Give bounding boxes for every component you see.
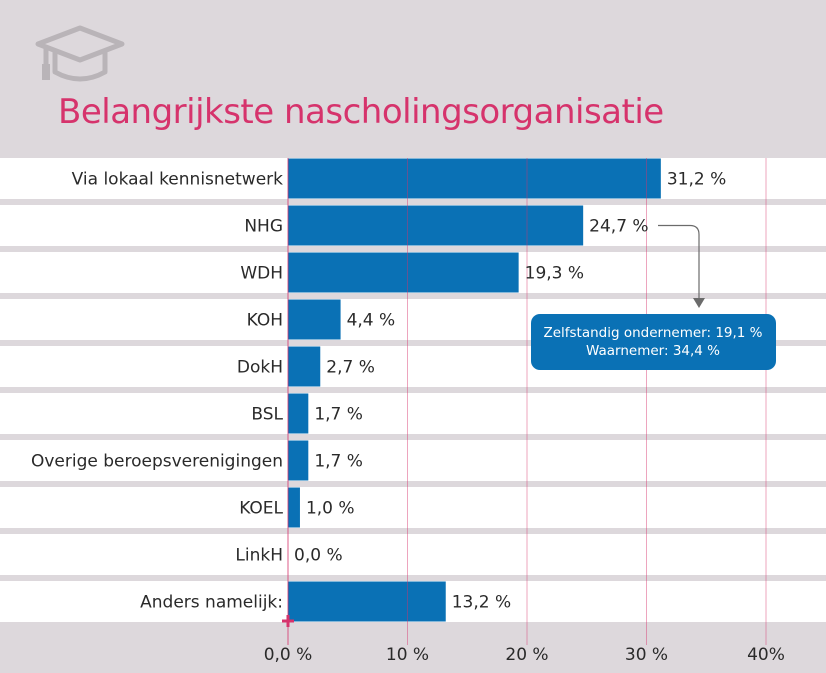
category-label: NHG	[244, 217, 283, 237]
value-label: 2,7 %	[326, 358, 375, 378]
category-label: KOH	[247, 311, 283, 331]
chart-title: Belangrijkste nascholingsorganisatie	[58, 92, 664, 132]
graduation-cap-icon	[35, 25, 125, 82]
value-label: 13,2 %	[452, 593, 511, 613]
bar	[288, 487, 300, 528]
value-label: 1,7 %	[314, 452, 363, 472]
x-tick-label: 10 %	[386, 645, 429, 665]
x-tick-label: 20 %	[505, 645, 548, 665]
bar	[288, 346, 321, 387]
value-label: 4,4 %	[347, 311, 396, 331]
bar	[288, 252, 519, 293]
category-label: Anders namelijk:	[140, 593, 283, 613]
bar	[288, 299, 341, 340]
origin-marker	[282, 615, 294, 627]
bar	[288, 393, 309, 434]
category-label: Via lokaal kennisnetwerk	[72, 170, 284, 190]
bar	[288, 440, 309, 481]
category-label: Overige beroepsverenigingen	[31, 452, 283, 472]
callout-connector	[658, 224, 700, 305]
value-label: 19,3 %	[525, 264, 584, 284]
value-label: 1,0 %	[306, 499, 355, 519]
callout-arrow	[693, 298, 705, 308]
row-band	[0, 393, 826, 434]
callout-text: Zelfstandig ondernemer: 19,1 %	[543, 325, 762, 341]
value-label: 0,0 %	[294, 546, 343, 566]
category-label: KOEL	[239, 499, 283, 519]
bar	[288, 205, 584, 246]
row-band	[0, 487, 826, 528]
x-tick-label: 40%	[747, 645, 785, 665]
bar	[288, 581, 446, 622]
category-label: LinkH	[235, 546, 283, 566]
category-label: WDH	[240, 264, 283, 284]
value-label: 31,2 %	[667, 170, 726, 190]
callout-box	[531, 314, 776, 370]
row-band	[0, 440, 826, 481]
value-label: 24,7 %	[589, 217, 648, 237]
callout-text: Waarnemer: 34,4 %	[586, 343, 720, 359]
bar	[288, 158, 661, 199]
x-tick-label: 0,0 %	[264, 645, 313, 665]
category-label: BSL	[251, 405, 283, 425]
category-label: DokH	[237, 358, 283, 378]
row-band	[0, 534, 826, 575]
value-label: 1,7 %	[314, 405, 363, 425]
x-tick-label: 30 %	[625, 645, 668, 665]
